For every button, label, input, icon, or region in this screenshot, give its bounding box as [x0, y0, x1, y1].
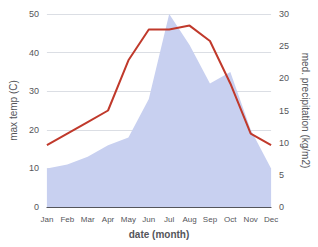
svg-text:40: 40: [29, 48, 39, 58]
svg-text:10: 10: [279, 138, 289, 148]
svg-text:30: 30: [279, 9, 289, 19]
svg-text:Mar: Mar: [81, 215, 95, 224]
svg-text:max temp (C): max temp (C): [8, 80, 19, 141]
svg-text:15: 15: [279, 106, 289, 116]
svg-text:20: 20: [279, 73, 289, 83]
svg-text:Nov: Nov: [244, 215, 258, 224]
svg-text:Sep: Sep: [203, 215, 218, 224]
svg-text:0: 0: [279, 202, 284, 212]
svg-text:date (month): date (month): [129, 229, 190, 240]
svg-text:May: May: [121, 215, 136, 224]
svg-text:med. precipitation (kg/m2): med. precipitation (kg/m2): [300, 53, 311, 169]
svg-text:Jan: Jan: [40, 215, 53, 224]
svg-text:Dec: Dec: [264, 215, 278, 224]
svg-text:10: 10: [29, 163, 39, 173]
svg-text:Jun: Jun: [142, 215, 155, 224]
svg-text:20: 20: [29, 125, 39, 135]
svg-text:50: 50: [29, 9, 39, 19]
svg-text:5: 5: [279, 170, 284, 180]
svg-text:Feb: Feb: [60, 215, 74, 224]
svg-text:Oct: Oct: [224, 215, 237, 224]
svg-text:Apr: Apr: [102, 215, 115, 224]
svg-text:25: 25: [279, 41, 289, 51]
svg-text:Aug: Aug: [182, 215, 196, 224]
svg-text:30: 30: [29, 86, 39, 96]
svg-text:0: 0: [34, 202, 39, 212]
svg-text:Jul: Jul: [164, 215, 174, 224]
